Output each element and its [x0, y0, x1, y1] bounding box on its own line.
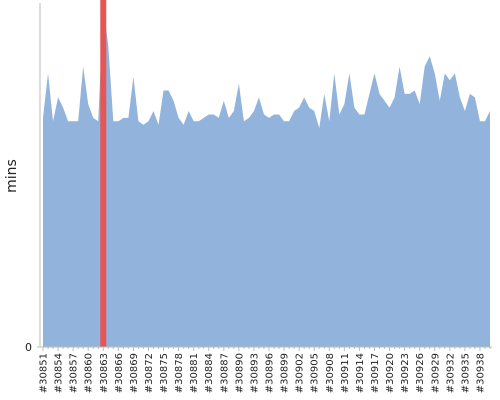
x-tick-label: #30893 [249, 353, 260, 393]
y-tick-label: 0 [25, 341, 32, 354]
x-tick-label: #30866 [114, 353, 125, 393]
x-tick-label: #30854 [54, 353, 65, 393]
x-tick-label: #30911 [340, 353, 351, 393]
x-tick-label: #30899 [280, 353, 291, 393]
x-tick-label: #30881 [189, 353, 200, 393]
x-tick-label: #30914 [355, 353, 366, 393]
x-tick-label: #30863 [99, 353, 110, 393]
x-tick-label: #30875 [159, 353, 170, 393]
x-tick-label: #30869 [129, 353, 140, 393]
x-tick-label: #30917 [370, 353, 381, 393]
x-tick-label: #30929 [430, 353, 441, 393]
x-tick-label: #30896 [265, 353, 276, 393]
x-tick-label: #30857 [69, 353, 80, 393]
x-tick-label: #30872 [144, 353, 155, 393]
x-tick-label: #30905 [310, 353, 321, 393]
x-tick-label: #30926 [415, 353, 426, 393]
x-tick-label: #30902 [295, 353, 306, 393]
x-tick-label: #30890 [234, 353, 245, 393]
x-tick-label: #30908 [325, 353, 336, 393]
x-tick-label: #30920 [385, 353, 396, 393]
x-tick-label: #30923 [400, 353, 411, 393]
highlight-marker [100, 0, 107, 347]
x-tick-label: #30932 [445, 353, 456, 393]
x-tick-label: #30851 [39, 353, 50, 393]
y-axis-label: mins [4, 159, 20, 193]
x-tick-label: #30860 [84, 353, 95, 393]
x-tick-label: #30878 [174, 353, 185, 393]
x-tick-label: #30938 [475, 353, 486, 393]
area [43, 5, 490, 347]
x-tick-label: #30884 [204, 353, 215, 393]
x-tick-label: #30935 [460, 353, 471, 393]
x-tick-label: #30887 [219, 353, 230, 393]
